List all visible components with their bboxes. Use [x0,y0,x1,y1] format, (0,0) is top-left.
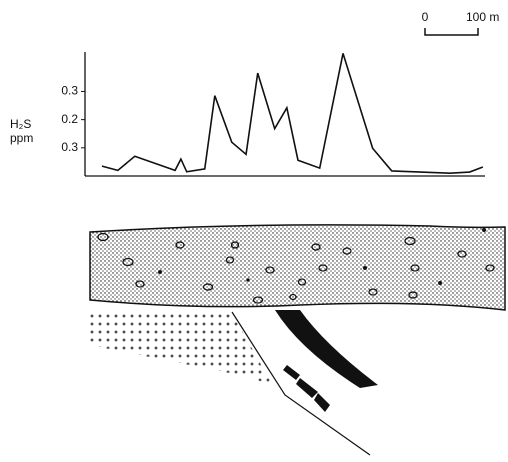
y-tick-label: 0.2 [61,112,78,126]
y-tick-label: 0.3 [61,140,78,154]
data-line [101,53,484,174]
y-tick-label: 0.3 [61,84,78,98]
scale-label: 100 m [466,10,499,24]
scale-label: 0 [422,10,429,24]
y-axis-label: ppm [10,131,33,145]
y-axis-label: H₂S [10,117,31,131]
cross-section [89,224,506,456]
scale-bar: 0 100 m [422,10,499,36]
